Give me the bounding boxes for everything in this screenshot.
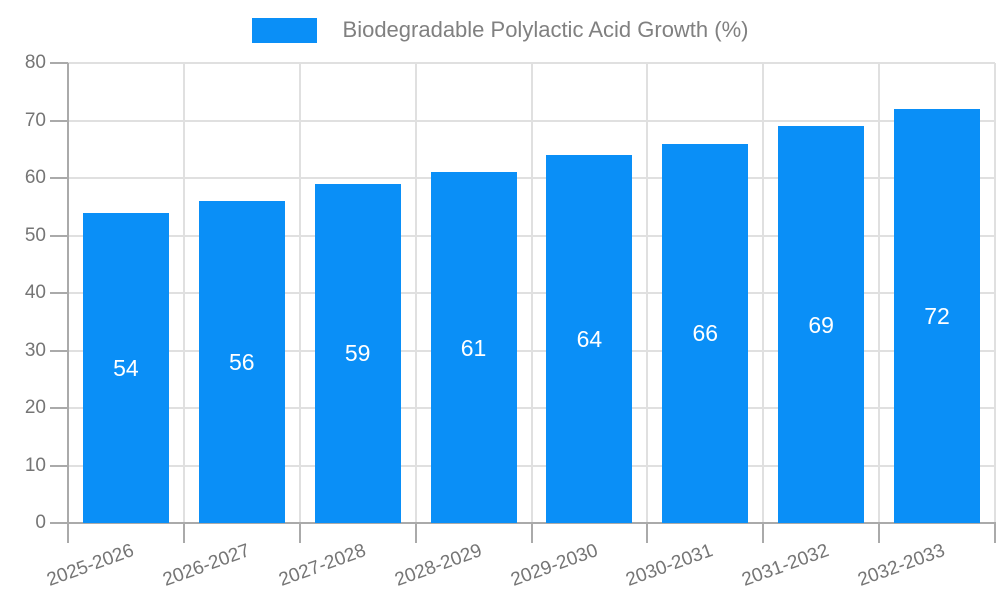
x-tick-label: 2025-2026 [44,540,137,591]
bar[interactable] [662,143,749,523]
x-tick-label: 2032-2033 [855,540,948,591]
x-axis-tick [762,523,765,543]
bar[interactable] [546,155,633,523]
y-tick-label: 20 [24,397,46,418]
x-axis-tick [182,523,185,543]
y-tick-label: 70 [24,109,46,131]
x-axis-tick [530,523,533,543]
x-axis-tick [646,523,649,543]
legend[interactable]: Biodegradable Polylactic Acid Growth (%) [0,17,1000,43]
v-gridline [878,63,881,523]
y-tick-label: 30 [24,339,46,361]
y-tick-label: 60 [24,167,46,188]
y-axis-tick [50,407,68,409]
bar[interactable] [82,212,169,523]
y-axis-tick [50,177,68,179]
y-axis-line [67,63,69,523]
y-axis-tick [50,522,68,524]
x-axis-tick [878,523,881,543]
x-axis-tick [298,523,301,543]
x-tick-label: 2027-2028 [275,540,369,591]
y-axis-tick [50,464,68,467]
y-axis-tick [50,292,68,294]
bar[interactable] [894,109,981,523]
bar[interactable] [314,183,401,523]
x-tick-label: 2026-2027 [160,540,253,591]
x-axis-tick [414,523,417,543]
v-gridline [182,63,185,523]
x-tick-label: 2030-2031 [623,540,717,591]
bar[interactable] [198,201,285,523]
y-axis-tick [50,349,68,352]
v-gridline [414,63,417,523]
v-gridline [298,63,301,523]
y-tick-label: 0 [35,512,46,533]
bar[interactable] [778,126,865,523]
x-tick-label: 2029-2030 [507,540,601,591]
y-axis-tick [50,119,68,122]
y-tick-label: 50 [24,224,46,246]
x-axis-tick [994,523,996,543]
v-gridline [646,63,649,523]
v-gridline [994,63,996,523]
v-gridline [530,63,533,523]
legend-label: Biodegradable Polylactic Acid Growth (%) [342,17,749,42]
y-tick-label: 40 [24,282,46,303]
legend-swatch [251,17,317,43]
y-axis-tick [50,234,68,237]
bar[interactable] [430,172,517,523]
x-tick-label: 2028-2029 [391,540,485,591]
x-axis-tick [67,523,69,543]
y-tick-label: 10 [24,454,46,476]
x-tick-label: 2031-2032 [739,540,833,591]
v-gridline [762,63,765,523]
y-tick-label: 80 [24,52,46,73]
y-axis-tick [50,62,68,64]
